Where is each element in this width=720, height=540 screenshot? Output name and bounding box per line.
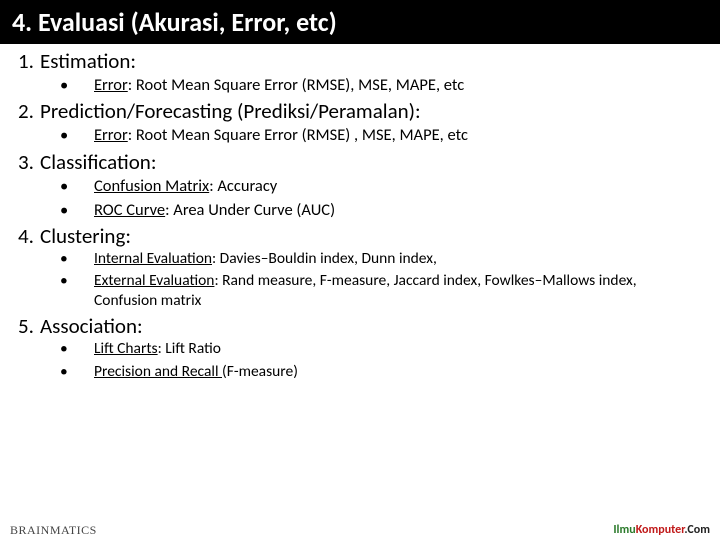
sub-label: Error [94,75,128,95]
sub-text: Confusion Matrix: Accuracy [94,175,696,197]
sub-item: •Confusion Matrix: Accuracy [18,175,702,197]
sub-label: Internal Evaluation [94,249,212,268]
bullet: • [60,339,94,359]
sub-text: ROC Curve: Area Under Curve (AUC) [94,199,696,221]
bullet: • [60,271,94,291]
sub-text: External Evaluation: Rand measure, F-mea… [94,271,696,311]
sub-rest: : Lift Ratio [158,339,221,358]
sub-item: •Precision and Recall (F-measure) [18,362,702,382]
sub-rest: : Area Under Curve (AUC) [165,200,335,220]
section-title: Classification: [40,149,156,175]
section-num: 3. [18,149,40,175]
sub-label: External Evaluation [94,271,214,290]
sub-item: •Error: Root Mean Square Error (RMSE) , … [18,124,702,146]
section-num: 4. [18,223,40,249]
sub-item: •External Evaluation: Rand measure, F-me… [18,271,702,311]
section-head: 5.Association: [18,313,702,339]
logo-left: BRAINMATICS [10,524,97,536]
section-title: Estimation: [40,48,136,74]
sub-text: Lift Charts: Lift Ratio [94,339,696,359]
section-1: 1.Estimation: •Error: Root Mean Square E… [18,48,702,96]
section-3: 3.Classification: •Confusion Matrix: Acc… [18,149,702,222]
section-4: 4.Clustering: •Internal Evaluation: Davi… [18,223,702,311]
sub-label: Confusion Matrix [94,176,209,196]
section-title: Prediction/Forecasting (Prediksi/Peramal… [40,98,421,124]
sub-rest: : Davies–Bouldin index, Dunn index, [212,249,437,268]
sub-text: Internal Evaluation: Davies–Bouldin inde… [94,249,696,269]
sub-label: ROC Curve [94,200,165,220]
logo-right: IlmuKomputer.Com [613,524,710,536]
section-title: Association: [40,313,143,339]
ik-ilmu: Ilmu [613,523,635,537]
section-title: Clustering: [40,223,131,249]
sub-item: •Lift Charts: Lift Ratio [18,339,702,359]
section-head: 4.Clustering: [18,223,702,249]
bullet: • [60,362,94,382]
section-5: 5.Association: •Lift Charts: Lift Ratio … [18,313,702,381]
section-num: 2. [18,98,40,124]
sub-label: Error [94,125,128,145]
sub-label: Precision and Recall [94,362,222,381]
section-head: 2.Prediction/Forecasting (Prediksi/Peram… [18,98,702,124]
section-num: 5. [18,313,40,339]
section-head: 1.Estimation: [18,48,702,74]
sub-item: •ROC Curve: Area Under Curve (AUC) [18,199,702,221]
bullet: • [60,175,94,197]
section-num: 1. [18,48,40,74]
sub-text: Error: Root Mean Square Error (RMSE), MS… [94,74,696,96]
sub-item: •Error: Root Mean Square Error (RMSE), M… [18,74,702,96]
slide-title: 4. Evaluasi (Akurasi, Error, etc) [0,0,720,44]
brand-left: BRAINMATICS [10,524,97,536]
sub-rest: : Accuracy [209,176,277,196]
sub-rest: : Root Mean Square Error (RMSE) , MSE, M… [128,125,468,145]
bullet: • [60,199,94,221]
slide-content: 1.Estimation: •Error: Root Mean Square E… [0,44,720,382]
bullet: • [60,249,94,269]
bullet: • [60,124,94,146]
sub-rest: : Root Mean Square Error (RMSE), MSE, MA… [128,75,464,95]
sub-text: Error: Root Mean Square Error (RMSE) , M… [94,124,696,146]
ik-komp: Komputer [636,523,685,537]
sub-rest: (F-measure) [222,362,298,381]
sub-text: Precision and Recall (F-measure) [94,362,696,382]
bullet: • [60,74,94,96]
section-2: 2.Prediction/Forecasting (Prediksi/Peram… [18,98,702,146]
sub-label: Lift Charts [94,339,158,358]
section-head: 3.Classification: [18,149,702,175]
footer: BRAINMATICS IlmuKomputer.Com [0,524,720,536]
sub-item: •Internal Evaluation: Davies–Bouldin ind… [18,249,702,269]
ik-com: .Com [684,523,710,537]
